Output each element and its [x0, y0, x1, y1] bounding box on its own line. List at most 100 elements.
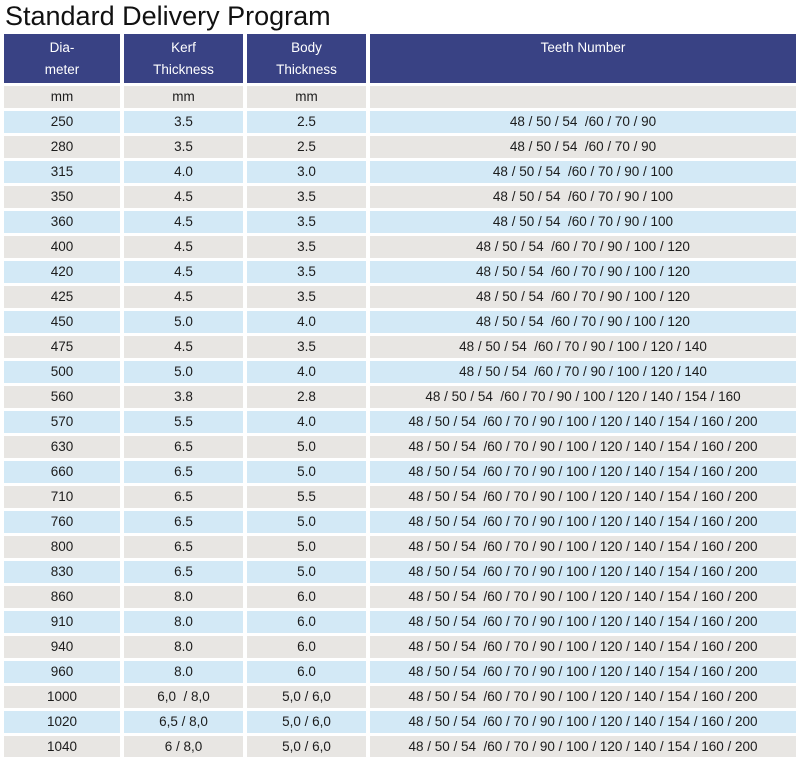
- cell-body: 4.0: [247, 361, 366, 383]
- cell-diameter: 360: [4, 211, 120, 233]
- cell-kerf: 4.5: [124, 336, 243, 358]
- cell-body: 3.5: [247, 186, 366, 208]
- cell-kerf: 6,0 / 8,0: [124, 686, 243, 708]
- table-row: 660 6.5 5.0 48 / 50 / 54 /60 / 70 / 90 / 10…: [4, 461, 796, 483]
- cell-teeth: 48 / 50 / 54 /60 / 70 / 90 / 100 / 120 /…: [370, 386, 796, 408]
- cell-diameter: 315: [4, 161, 120, 183]
- cell-teeth: 48 / 50 / 54 /60 / 70 / 90 / 100 / 120 /…: [370, 661, 796, 683]
- table-row: 1020 6,5 / 8,0 5,0 / 6,0 48 / 50 / 54 /60 /…: [4, 711, 796, 733]
- cell-teeth: 48 / 50 / 54 /60 / 70 / 90 / 100: [370, 186, 796, 208]
- cell-kerf: 6.5: [124, 486, 243, 508]
- cell-body: 5,0 / 6,0: [247, 711, 366, 733]
- cell-teeth: 48 / 50 / 54 /60 / 70 / 90 / 100 / 120 /…: [370, 686, 796, 708]
- cell-body: 3.5: [247, 286, 366, 308]
- cell-teeth: 48 / 50 / 54 /60 / 70 / 90 / 100 / 120: [370, 261, 796, 283]
- cell-diameter: 760: [4, 511, 120, 533]
- table-row: 760 6.5 5.0 48 / 50 / 54 /60 / 70 / 90 / 10…: [4, 511, 796, 533]
- cell-kerf: 6.5: [124, 536, 243, 558]
- cell-body: 5.0: [247, 536, 366, 558]
- table-row: 350 4.5 3.5 48 / 50 / 54 /60 / 70 / 90 / 10…: [4, 186, 796, 208]
- cell-kerf: 3.5: [124, 136, 243, 158]
- column-header-teeth: Teeth Number: [370, 34, 796, 83]
- cell-teeth: 48 / 50 / 54 /60 / 70 / 90 / 100 / 120 /…: [370, 536, 796, 558]
- cell-teeth: 48 / 50 / 54 /60 / 70 / 90 / 100 / 120 /…: [370, 511, 796, 533]
- cell-diameter: 280: [4, 136, 120, 158]
- cell-body: 2.8: [247, 386, 366, 408]
- cell-diameter: 1040: [4, 736, 120, 757]
- table-row: 560 3.8 2.8 48 / 50 / 54 /60 / 70 / 90 / 10…: [4, 386, 796, 408]
- table-row: 250 3.5 2.5 48 / 50 / 54 /60 / 70 / 90: [4, 111, 796, 133]
- cell-kerf: 4.5: [124, 211, 243, 233]
- column-header-diameter: Dia-meter: [4, 34, 120, 83]
- column-header-body: Body Thickness: [247, 34, 366, 83]
- page-title: Standard Delivery Program: [5, 1, 331, 31]
- table-row: 280 3.5 2.5 48 / 50 / 54 /60 / 70 / 90: [4, 136, 796, 158]
- table-row: 860 8.0 6.0 48 / 50 / 54 /60 / 70 / 90 / 10…: [4, 586, 796, 608]
- table-row: 400 4.5 3.5 48 / 50 / 54 /60 / 70 / 90 / 10…: [4, 236, 796, 258]
- cell-diameter: 425: [4, 286, 120, 308]
- cell-body: 2.5: [247, 111, 366, 133]
- cell-body: 6.0: [247, 661, 366, 683]
- table-row: 315 4.0 3.0 48 / 50 / 54 /60 / 70 / 90 / 10…: [4, 161, 796, 183]
- cell-body: 5.0: [247, 511, 366, 533]
- cell-diameter: 800: [4, 536, 120, 558]
- cell-teeth: 48 / 50 / 54 /60 / 70 / 90 / 100 / 120 /…: [370, 486, 796, 508]
- cell-diameter: 560: [4, 386, 120, 408]
- cell-diameter: 400: [4, 236, 120, 258]
- cell-teeth: 48 / 50 / 54 /60 / 70 / 90 / 100 / 120 /…: [370, 436, 796, 458]
- cell-body: 2.5: [247, 136, 366, 158]
- cell-body: mm: [247, 86, 366, 108]
- cell-diameter: 1000: [4, 686, 120, 708]
- cell-kerf: 6 / 8,0: [124, 736, 243, 757]
- column-header-kerf: Kerf Thickness: [124, 34, 243, 83]
- cell-teeth: 48 / 50 / 54 /60 / 70 / 90 / 100 / 120 /…: [370, 586, 796, 608]
- cell-diameter: 860: [4, 586, 120, 608]
- cell-diameter: mm: [4, 86, 120, 108]
- cell-diameter: 960: [4, 661, 120, 683]
- table-row: 940 8.0 6.0 48 / 50 / 54 /60 / 70 / 90 / 10…: [4, 636, 796, 658]
- table-row: 710 6.5 5.5 48 / 50 / 54 /60 / 70 / 90 / 10…: [4, 486, 796, 508]
- cell-diameter: 570: [4, 411, 120, 433]
- cell-teeth: 48 / 50 / 54 /60 / 70 / 90 / 100: [370, 211, 796, 233]
- cell-kerf: 3.8: [124, 386, 243, 408]
- cell-kerf: 4.5: [124, 261, 243, 283]
- cell-body: 6.0: [247, 611, 366, 633]
- cell-teeth: 48 / 50 / 54 /60 / 70 / 90: [370, 136, 796, 158]
- cell-teeth: 48 / 50 / 54 /60 / 70 / 90 / 100 / 120: [370, 311, 796, 333]
- units-row: mm mm mm: [4, 86, 796, 108]
- cell-kerf: 6.5: [124, 511, 243, 533]
- table-row: 630 6.5 5.0 48 / 50 / 54 /60 / 70 / 90 / 10…: [4, 436, 796, 458]
- table-row: 450 5.0 4.0 48 / 50 / 54 /60 / 70 / 90 / 10…: [4, 311, 796, 333]
- cell-teeth: 48 / 50 / 54 /60 / 70 / 90 / 100 / 120 /…: [370, 636, 796, 658]
- table-row: 830 6.5 5.0 48 / 50 / 54 /60 / 70 / 90 / 10…: [4, 561, 796, 583]
- table-row: 360 4.5 3.5 48 / 50 / 54 /60 / 70 / 90 / 10…: [4, 211, 796, 233]
- cell-teeth: 48 / 50 / 54 /60 / 70 / 90 / 100 / 120 /…: [370, 736, 796, 757]
- cell-kerf: 4.0: [124, 161, 243, 183]
- cell-diameter: 830: [4, 561, 120, 583]
- cell-kerf: 8.0: [124, 586, 243, 608]
- cell-body: 5,0 / 6,0: [247, 686, 366, 708]
- cell-body: 3.0: [247, 161, 366, 183]
- cell-teeth: [370, 86, 796, 108]
- cell-diameter: 250: [4, 111, 120, 133]
- cell-diameter: 660: [4, 461, 120, 483]
- cell-kerf: mm: [124, 86, 243, 108]
- cell-kerf: 5.5: [124, 411, 243, 433]
- cell-diameter: 350: [4, 186, 120, 208]
- cell-diameter: 450: [4, 311, 120, 333]
- cell-body: 5,0 / 6,0: [247, 736, 366, 757]
- cell-kerf: 5.0: [124, 361, 243, 383]
- cell-kerf: 6.5: [124, 461, 243, 483]
- cell-body: 5.0: [247, 436, 366, 458]
- table-row: 420 4.5 3.5 48 / 50 / 54 /60 / 70 / 90 / 10…: [4, 261, 796, 283]
- cell-teeth: 48 / 50 / 54 /60 / 70 / 90 / 100: [370, 161, 796, 183]
- cell-body: 4.0: [247, 411, 366, 433]
- cell-diameter: 500: [4, 361, 120, 383]
- table-row: 475 4.5 3.5 48 / 50 / 54 /60 / 70 / 90 / 10…: [4, 336, 796, 358]
- cell-kerf: 4.5: [124, 236, 243, 258]
- cell-body: 3.5: [247, 336, 366, 358]
- cell-kerf: 6.5: [124, 436, 243, 458]
- cell-diameter: 940: [4, 636, 120, 658]
- cell-body: 3.5: [247, 236, 366, 258]
- table-row: 1000 6,0 / 8,0 5,0 / 6,0 48 / 50 / 54 /60 /…: [4, 686, 796, 708]
